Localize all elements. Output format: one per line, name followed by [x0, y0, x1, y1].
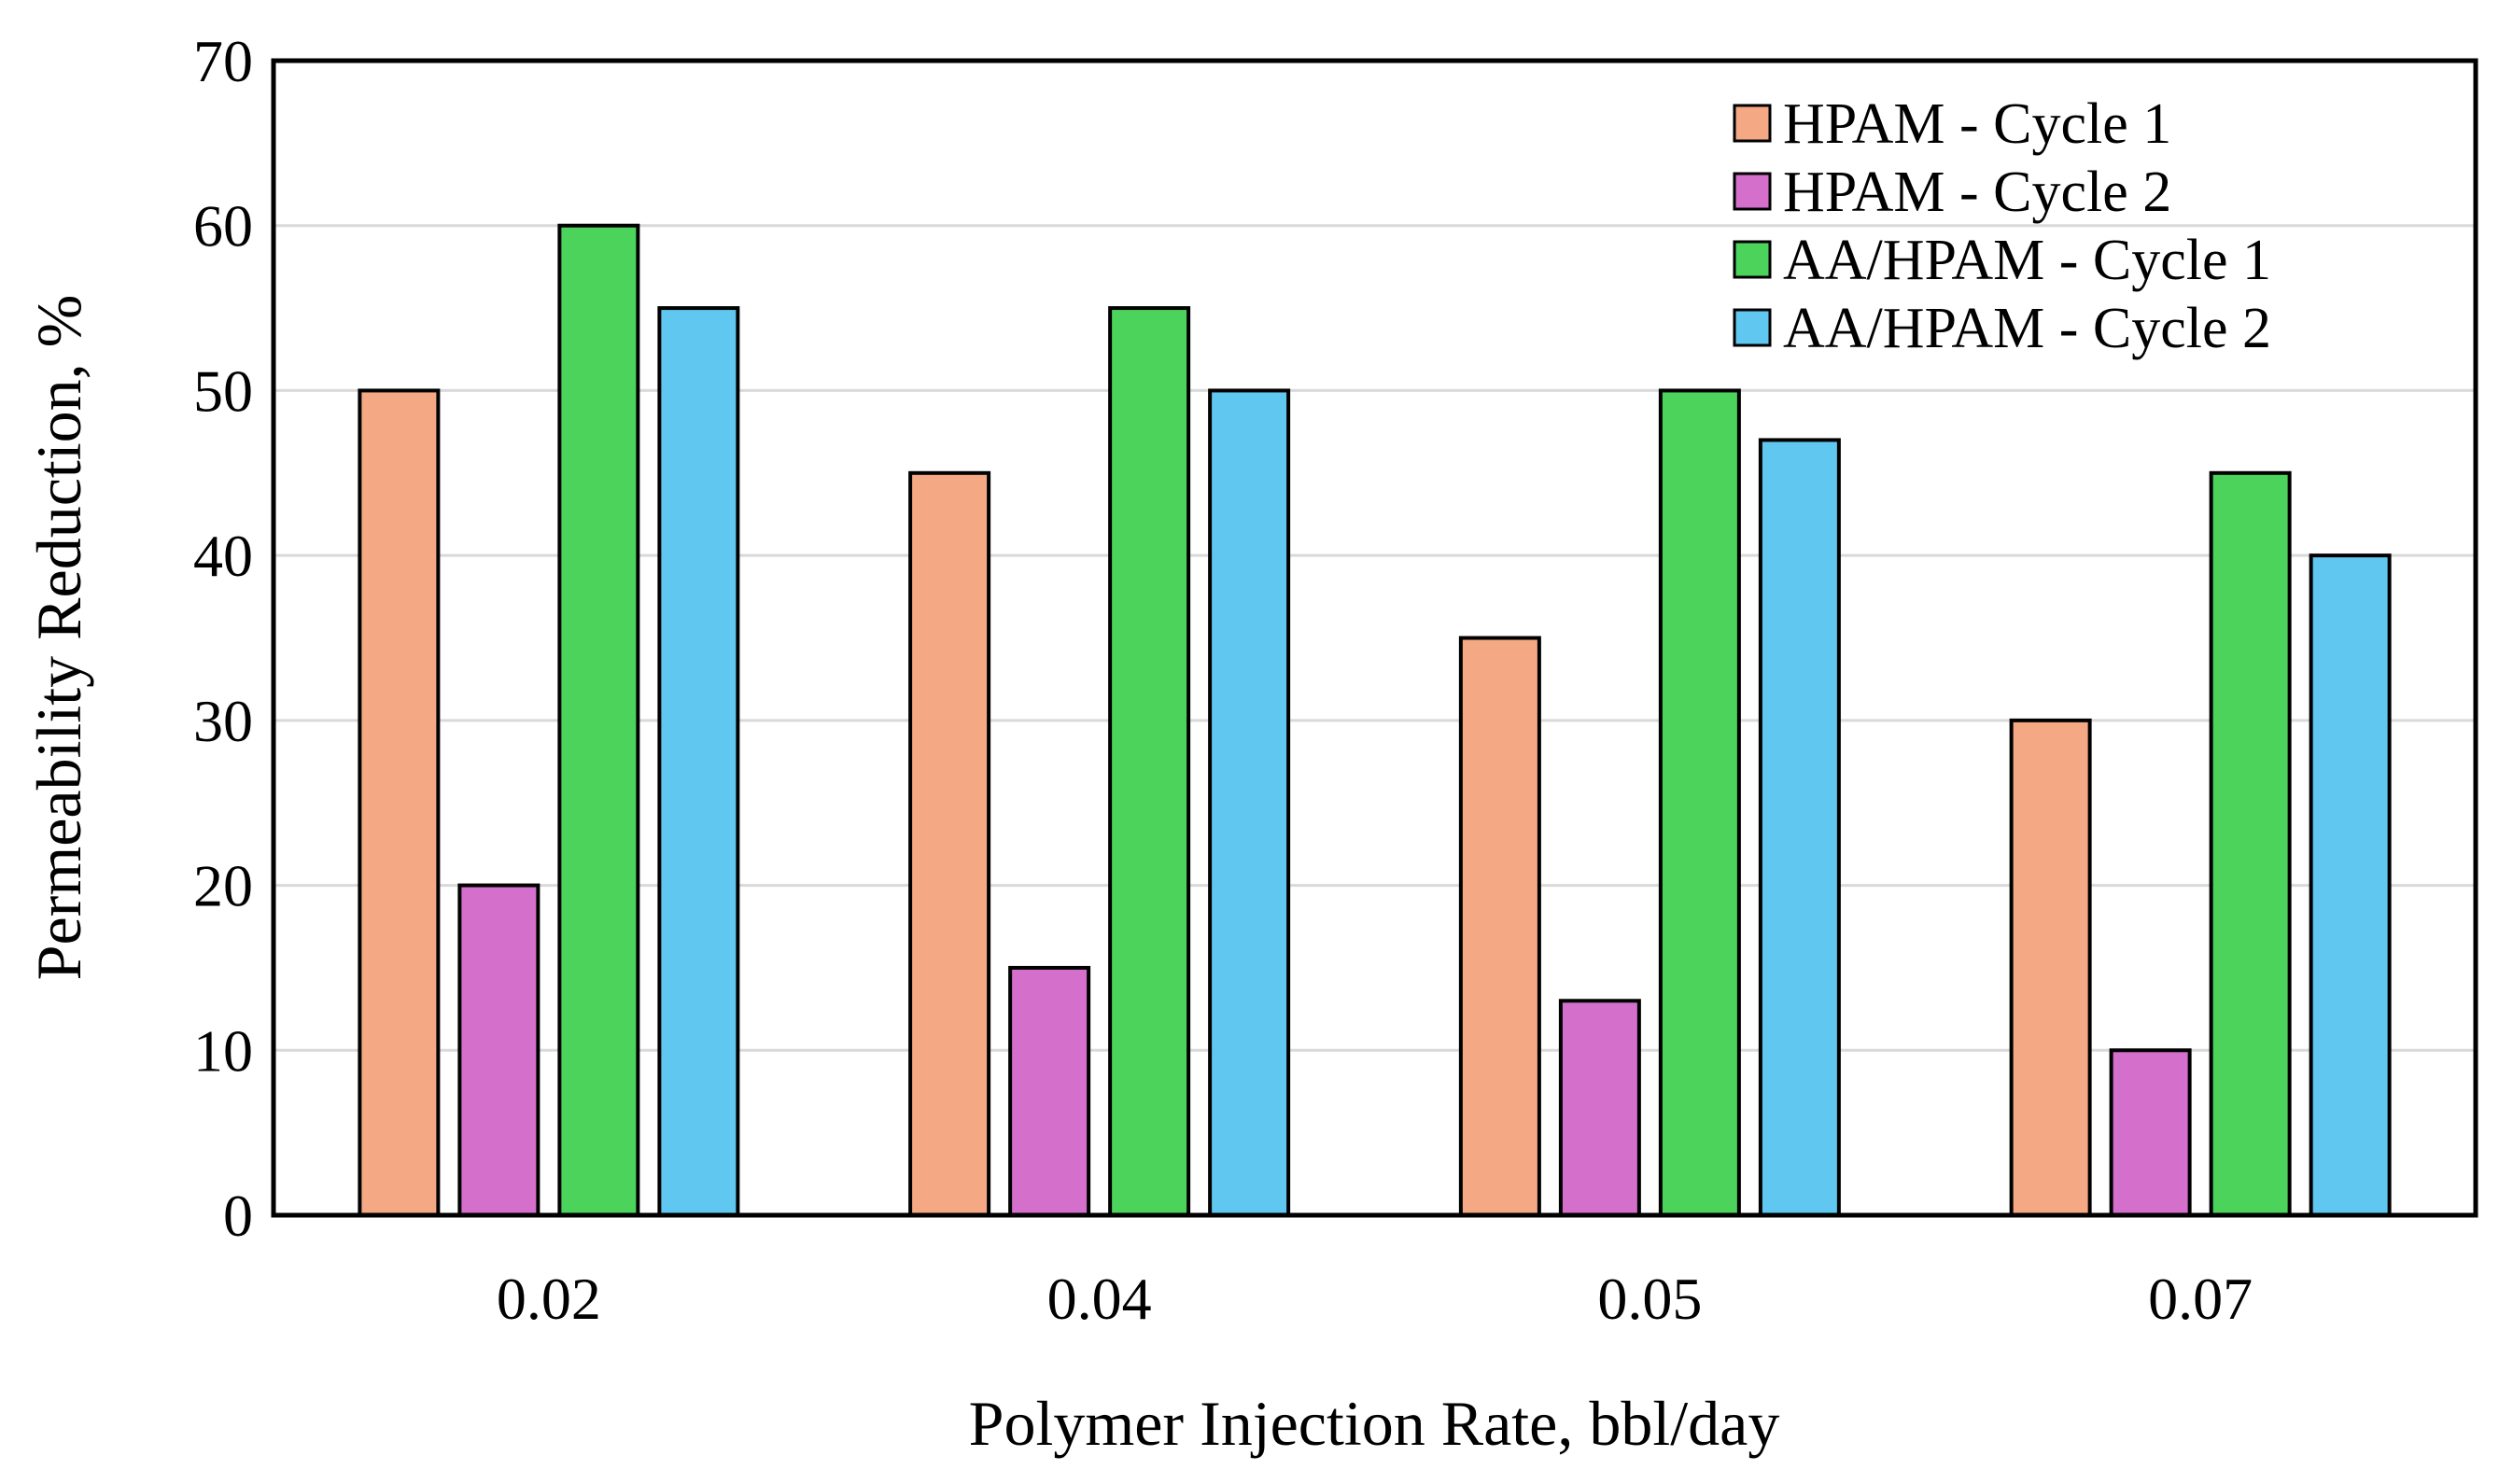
y-tick-label: 0 — [223, 1183, 253, 1249]
y-tick-label: 40 — [193, 523, 253, 589]
legend-swatch — [1733, 104, 1772, 143]
bar-aa-hpam-cycle-2-0.07 — [2309, 553, 2392, 1217]
x-tick-label: 0.05 — [1597, 1266, 1702, 1332]
bar-aa-hpam-cycle-1-0.04 — [1108, 306, 1191, 1218]
x-tick-label: 0.04 — [1047, 1266, 1152, 1332]
bar-aa-hpam-cycle-2-0.05 — [1758, 438, 1841, 1217]
y-tick-label: 50 — [193, 357, 253, 424]
legend-entry: AA/HPAM - Cycle 1 — [1733, 229, 2271, 292]
bar-hpam-cycle-1-0.07 — [2009, 718, 2092, 1217]
x-tick-label: 0.02 — [497, 1266, 601, 1332]
legend-entry: HPAM - Cycle 2 — [1733, 161, 2171, 224]
legend-entry: HPAM - Cycle 1 — [1733, 92, 2171, 156]
bar-aa-hpam-cycle-1-0.02 — [557, 223, 640, 1218]
legend-swatch — [1733, 240, 1772, 279]
bar-hpam-cycle-1-0.04 — [908, 470, 991, 1217]
bar-aa-hpam-cycle-2-0.02 — [657, 306, 740, 1218]
bar-hpam-cycle-1-0.02 — [358, 388, 441, 1217]
y-axis-ticks: 0 10 20 30 40 50 60 70 — [193, 28, 253, 1249]
y-tick-label: 70 — [193, 28, 253, 94]
x-tick-label: 0.07 — [2148, 1266, 2253, 1332]
bar-hpam-cycle-1-0.05 — [1458, 636, 1541, 1217]
bars — [358, 223, 2392, 1218]
bar-hpam-cycle-2-0.07 — [2109, 1048, 2192, 1218]
y-tick-label: 10 — [193, 1017, 253, 1084]
legend-entry: AA/HPAM - Cycle 2 — [1733, 297, 2271, 360]
y-tick-label: 60 — [193, 193, 253, 259]
legend-label: HPAM - Cycle 2 — [1783, 161, 2171, 224]
legend-label: HPAM - Cycle 1 — [1783, 92, 2171, 156]
bar-hpam-cycle-2-0.05 — [1558, 999, 1641, 1218]
y-tick-label: 30 — [193, 688, 253, 754]
gridlines — [274, 224, 2476, 1052]
bar-hpam-cycle-2-0.04 — [1008, 965, 1091, 1218]
y-tick-label: 20 — [193, 853, 253, 919]
bar-aa-hpam-cycle-2-0.04 — [1208, 388, 1291, 1217]
bar-hpam-cycle-2-0.02 — [457, 883, 541, 1217]
legend-label: AA/HPAM - Cycle 2 — [1783, 297, 2271, 360]
bar-aa-hpam-cycle-1-0.05 — [1658, 388, 1741, 1217]
x-axis-title: Polymer Injection Rate, bbl/day — [969, 1388, 1780, 1459]
bar-aa-hpam-cycle-1-0.07 — [2209, 470, 2292, 1217]
legend-label: AA/HPAM - Cycle 1 — [1783, 229, 2271, 292]
y-axis-title: Permeability Reduction, % — [23, 295, 94, 981]
legend-swatch — [1733, 172, 1772, 211]
x-axis-ticks: 0.02 0.04 0.05 0.07 — [497, 1266, 2253, 1332]
legend-swatch — [1733, 308, 1772, 347]
plot-area-frame — [271, 58, 2478, 1218]
